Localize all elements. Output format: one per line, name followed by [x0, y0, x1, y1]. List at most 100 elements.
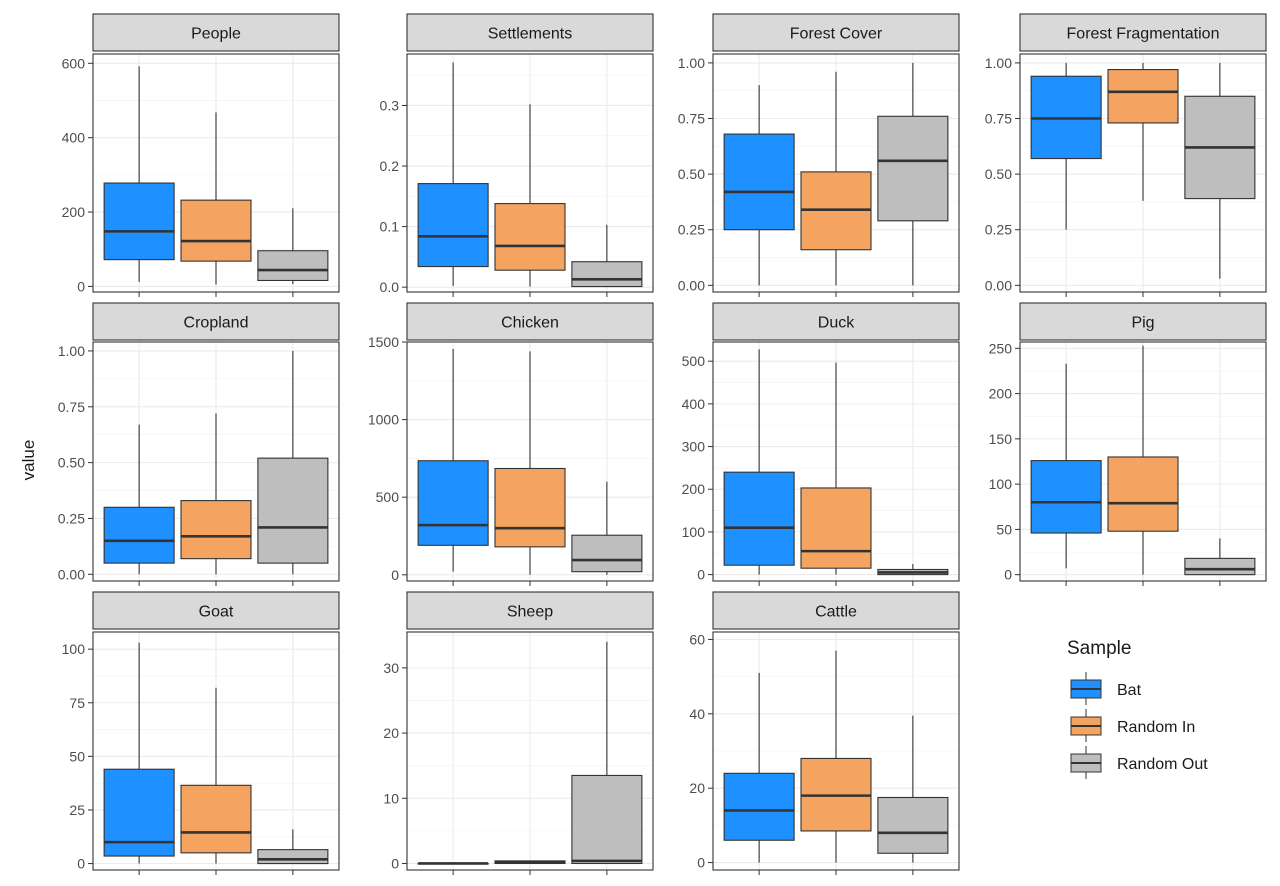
- y-tick-label: 300: [682, 439, 706, 455]
- y-tick-label: 0.50: [58, 455, 85, 471]
- y-tick-label: 0.75: [985, 111, 1012, 127]
- panel-sheep: 0 10 20 30 Sheep: [383, 591, 654, 875]
- y-tick-label: 10: [383, 790, 399, 806]
- panel-border: [1019, 53, 1267, 293]
- y-tick-label: 0: [391, 855, 399, 871]
- strip-background: [712, 302, 960, 341]
- box-iqr: [180, 784, 252, 854]
- y-tick-label: 1.00: [985, 55, 1012, 71]
- box-random-out: [877, 62, 949, 286]
- y-tick-label: 60: [689, 631, 705, 647]
- y-tick-label: 1.00: [58, 343, 85, 359]
- panel-border: [406, 53, 654, 293]
- legend-title: Sample: [1067, 638, 1131, 659]
- y-tick-label: 75: [69, 695, 85, 711]
- panel-border: [92, 631, 340, 871]
- panel-border: [406, 631, 654, 871]
- y-tick-label: 250: [989, 340, 1013, 356]
- strip-title: Sheep: [507, 604, 553, 621]
- box-iqr: [257, 849, 329, 865]
- box-iqr: [257, 250, 329, 282]
- y-tick-label: 30: [383, 660, 399, 676]
- box-random-in: [494, 860, 566, 865]
- box-random-out: [877, 563, 949, 576]
- y-tick-label: 0.75: [58, 399, 85, 415]
- box-iqr: [723, 133, 795, 231]
- box-iqr: [180, 500, 252, 560]
- box-iqr: [494, 203, 566, 271]
- box-random-in: [800, 650, 872, 863]
- strip-background: [1019, 13, 1267, 52]
- y-tick-label: 0: [1004, 567, 1012, 583]
- y-tick-label: 25: [69, 802, 85, 818]
- panel-border: [712, 341, 960, 582]
- y-tick-label: 0: [697, 855, 705, 871]
- box-bat: [103, 424, 175, 575]
- panel-forest-fragmentation: 0.00 0.25 0.50 0.75 1.00 Forest Fragmentation: [985, 13, 1267, 297]
- y-axis-title: value: [19, 440, 38, 481]
- strip-background: [406, 302, 654, 341]
- box-iqr: [800, 487, 872, 569]
- y-tick-label: 0.50: [678, 166, 705, 182]
- box-iqr: [1030, 460, 1102, 534]
- legend: Sample Bat Random In Random Out: [1067, 638, 1208, 779]
- y-tick-label: 1000: [368, 412, 399, 428]
- y-tick-label: 0.50: [985, 166, 1012, 182]
- box-iqr: [1107, 69, 1179, 124]
- legend-item-random-out: Random Out: [1070, 746, 1208, 779]
- panel-cattle: 0 20 40 60 Cattle: [689, 591, 960, 875]
- y-tick-label: 0.00: [985, 277, 1012, 293]
- box-random-out: [257, 829, 329, 865]
- y-tick-label: 100: [682, 524, 706, 540]
- strip-title: Forest Fragmentation: [1067, 26, 1220, 43]
- box-iqr: [257, 457, 329, 564]
- legend-label: Bat: [1117, 682, 1142, 699]
- box-bat: [723, 349, 795, 575]
- y-tick-label: 50: [996, 521, 1012, 537]
- y-tick-label: 0.3: [380, 97, 400, 113]
- box-random-out: [877, 715, 949, 863]
- strip-background: [92, 302, 340, 341]
- box-iqr: [571, 261, 643, 288]
- y-tick-label: 0.75: [678, 111, 705, 127]
- strip-background: [406, 13, 654, 52]
- y-tick-label: 20: [383, 725, 399, 741]
- y-tick-label: 0.00: [678, 277, 705, 293]
- box-random-in: [180, 413, 252, 575]
- y-tick-label: 100: [989, 476, 1013, 492]
- y-tick-label: 1500: [368, 334, 399, 350]
- box-random-in: [494, 104, 566, 287]
- y-tick-label: 0.1: [380, 219, 400, 235]
- box-random-in: [1107, 345, 1179, 575]
- box-random-in: [494, 351, 566, 575]
- strip-background: [406, 591, 654, 630]
- panel-border: [92, 53, 340, 293]
- y-tick-label: 100: [62, 641, 86, 657]
- box-random-out: [571, 481, 643, 575]
- strip-title: Cattle: [815, 604, 857, 621]
- y-tick-label: 500: [682, 353, 706, 369]
- y-tick-label: 200: [989, 386, 1013, 402]
- box-iqr: [571, 774, 643, 865]
- panel-forest-cover: 0.00 0.25 0.50 0.75 1.00 Forest Cover: [678, 13, 960, 297]
- panel-goat: 0 25 50 75 100 Goat: [62, 591, 340, 875]
- strip-title: People: [191, 26, 241, 43]
- box-iqr: [103, 506, 175, 564]
- box-iqr: [417, 460, 489, 546]
- box-random-in: [180, 112, 252, 285]
- y-tick-label: 400: [62, 130, 86, 146]
- panel-border: [1019, 341, 1267, 582]
- box-random-in: [180, 687, 252, 864]
- box-bat: [723, 85, 795, 286]
- box-iqr: [180, 199, 252, 262]
- box-iqr: [571, 534, 643, 573]
- y-tick-label: 0.00: [58, 566, 85, 582]
- y-tick-label: 0.25: [58, 510, 85, 526]
- strip-background: [712, 13, 960, 52]
- strip-title: Goat: [199, 604, 234, 621]
- panel-settlements: 0.0 0.1 0.2 0.3 Settlements: [380, 13, 654, 297]
- box-random-in: [1107, 62, 1179, 201]
- box-random-in: [800, 362, 872, 575]
